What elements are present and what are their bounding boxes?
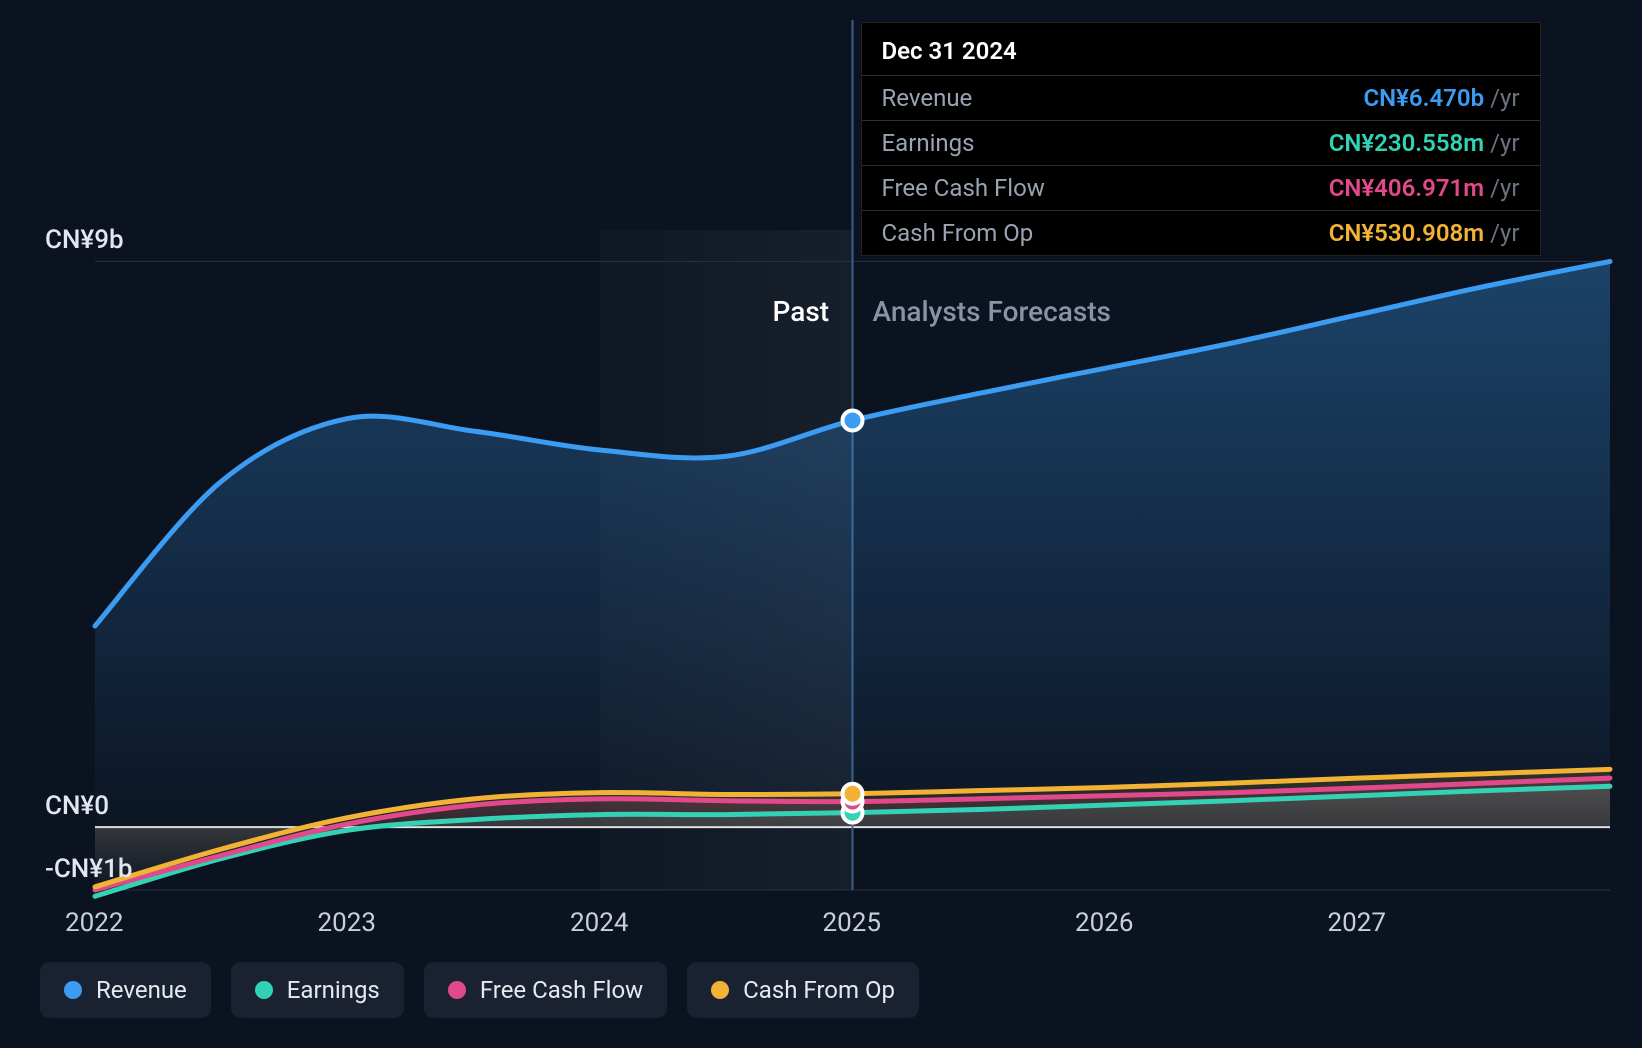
tooltip-unit: /yr (1490, 129, 1519, 157)
legend-label: Revenue (96, 976, 187, 1004)
tooltip-label: Cash From Op (882, 219, 1329, 247)
x-axis-label: 2022 (65, 908, 123, 938)
tooltip-value: CN¥530.908m (1329, 219, 1484, 247)
legend-label: Cash From Op (743, 976, 895, 1004)
y-axis-label: -CN¥1b (45, 854, 132, 884)
highlight-marker-cfo (843, 784, 863, 804)
tooltip-row-fcf: Free Cash FlowCN¥406.971m/yr (862, 166, 1540, 211)
tooltip-date: Dec 31 2024 (862, 23, 1540, 76)
x-axis-label: 2023 (318, 908, 376, 938)
tooltip-label: Free Cash Flow (882, 174, 1329, 202)
legend-label: Earnings (287, 976, 380, 1004)
past-label: Past (773, 295, 830, 328)
y-axis-label: CN¥0 (45, 791, 109, 821)
tooltip-unit: /yr (1490, 219, 1519, 247)
x-axis-label: 2027 (1328, 908, 1386, 938)
tooltip-row-earnings: EarningsCN¥230.558m/yr (862, 121, 1540, 166)
x-axis-label: 2025 (823, 908, 881, 938)
tooltip-unit: /yr (1490, 174, 1519, 202)
legend-item-revenue[interactable]: Revenue (40, 962, 211, 1018)
chart-tooltip: Dec 31 2024 RevenueCN¥6.470b/yrEarningsC… (861, 22, 1541, 256)
x-axis-label: 2024 (570, 908, 628, 938)
highlight-marker-revenue (843, 410, 863, 430)
tooltip-row-cfo: Cash From OpCN¥530.908m/yr (862, 211, 1540, 255)
legend-item-cfo[interactable]: Cash From Op (687, 962, 919, 1018)
legend-swatch-icon (448, 981, 466, 999)
forecast-label: Analysts Forecasts (873, 295, 1111, 328)
tooltip-value: CN¥406.971m (1329, 174, 1484, 202)
legend-item-earnings[interactable]: Earnings (231, 962, 404, 1018)
tooltip-value: CN¥6.470b (1363, 84, 1484, 112)
legend-label: Free Cash Flow (480, 976, 643, 1004)
chart-legend: Revenue Earnings Free Cash Flow Cash From O… (40, 962, 919, 1018)
tooltip-value: CN¥230.558m (1329, 129, 1484, 157)
x-axis-label: 2026 (1075, 908, 1133, 938)
legend-item-fcf[interactable]: Free Cash Flow (424, 962, 667, 1018)
legend-swatch-icon (711, 981, 729, 999)
financials-chart: CN¥9b CN¥0 -CN¥1b 2022 2023 2024 2025 2026 2027… (0, 0, 1642, 1048)
legend-swatch-icon (255, 981, 273, 999)
tooltip-label: Revenue (882, 84, 1364, 112)
y-axis-label: CN¥9b (45, 225, 124, 255)
legend-swatch-icon (64, 981, 82, 999)
tooltip-label: Earnings (882, 129, 1329, 157)
tooltip-unit: /yr (1490, 84, 1519, 112)
tooltip-row-revenue: RevenueCN¥6.470b/yr (862, 76, 1540, 121)
